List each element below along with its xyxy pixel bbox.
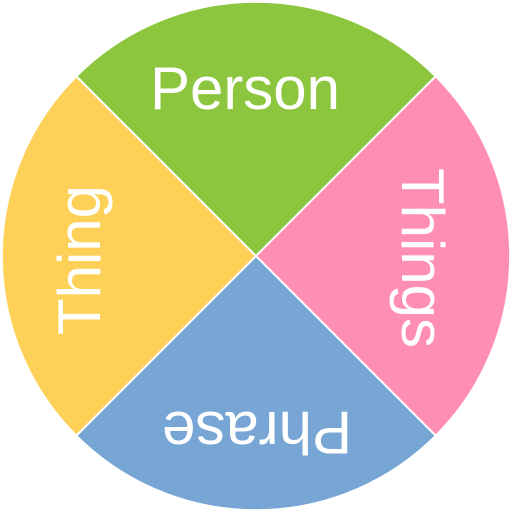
segment-thing-label: Thing <box>46 185 113 335</box>
segment-things: Things <box>254 74 512 438</box>
segment-things-slice <box>254 74 512 438</box>
segment-thing: Thing <box>0 74 258 438</box>
segment-phrase: Phrase <box>74 254 438 512</box>
segment-thing-slice <box>0 74 258 438</box>
segment-things-label: Things <box>389 168 456 348</box>
segment-phrase-slice <box>74 254 438 512</box>
segment-person: Person <box>74 0 438 258</box>
segment-person-label: Person <box>150 55 340 122</box>
segment-phrase-label: Phrase <box>162 399 352 466</box>
segment-person-slice <box>74 0 438 258</box>
